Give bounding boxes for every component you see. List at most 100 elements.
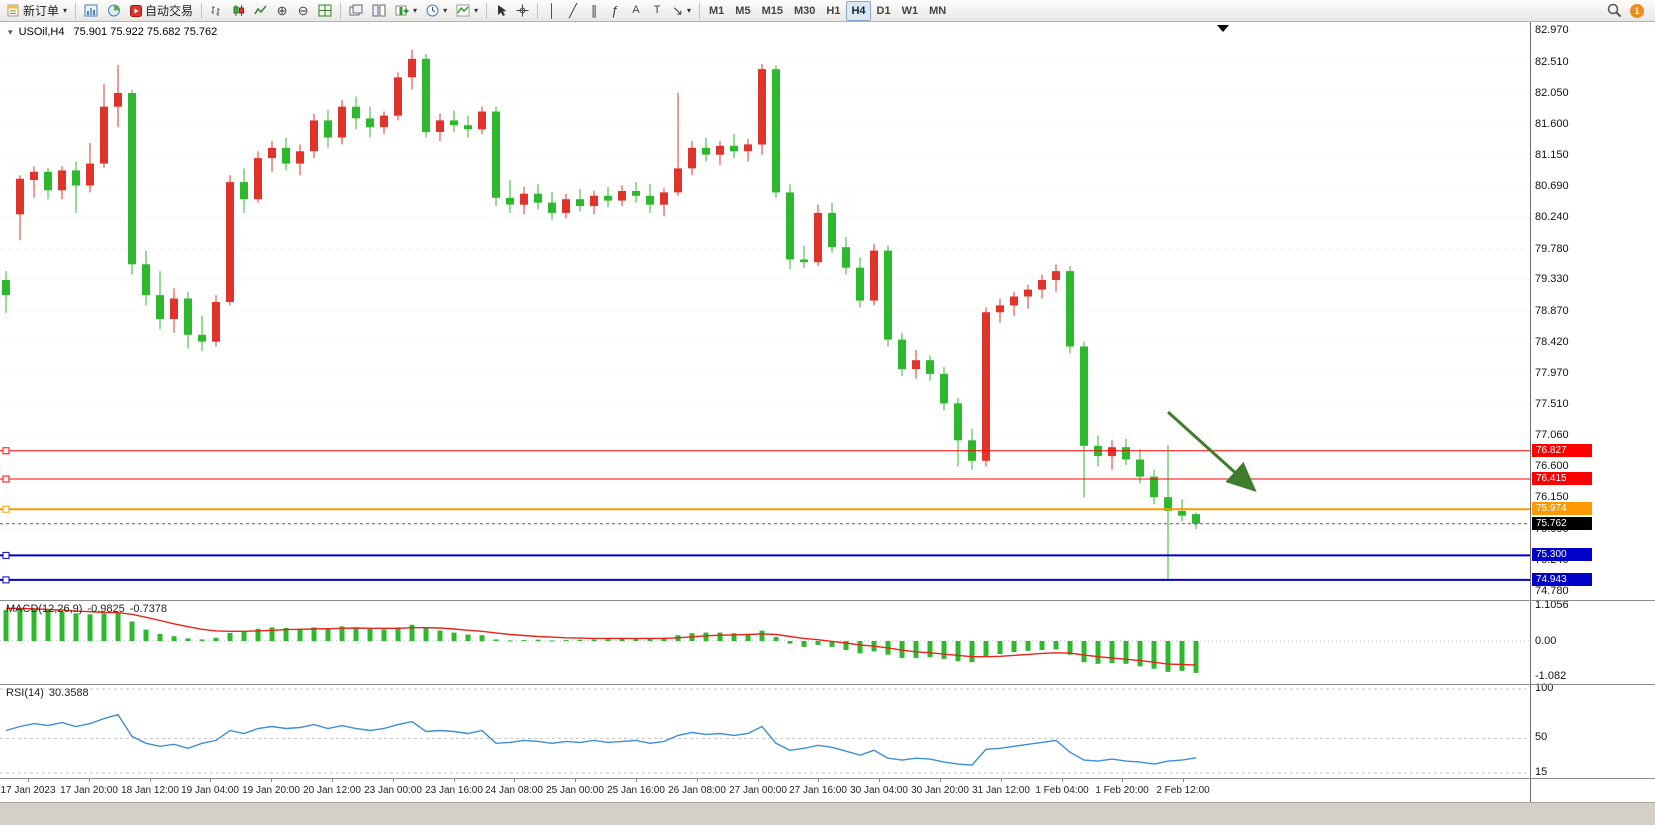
hline-price-badge: 76.415 [1532, 472, 1592, 486]
time-axis-label: 19 Jan 04:00 [181, 785, 239, 796]
panel-separator [0, 778, 1655, 779]
line-chart-icon [254, 4, 267, 17]
price-chart-panel[interactable]: ▾ USOil,H4 75.901 75.922 75.682 75.762 [0, 22, 1530, 600]
price-axis-label: 80.240 [1535, 211, 1569, 224]
auto-trading-icon [130, 4, 143, 17]
tile-windows-icon [318, 4, 332, 17]
bar-chart-icon [210, 4, 223, 17]
toolbar-separator [537, 2, 539, 19]
candlestick-chart-type-button[interactable] [228, 1, 249, 21]
timeframe-button-h1[interactable]: H1 [821, 1, 845, 21]
macd-chart-canvas[interactable] [0, 601, 1530, 684]
line-chart-type-button[interactable] [250, 1, 271, 21]
tile-windows-button[interactable] [314, 1, 336, 21]
timeframe-button-m5[interactable]: M5 [730, 1, 755, 21]
time-axis-label: 1 Feb 20:00 [1095, 785, 1149, 796]
text-label-tool-button[interactable]: T [647, 1, 667, 21]
arrange-windows-icon [372, 4, 386, 17]
rsi-chart-canvas[interactable] [0, 685, 1530, 778]
timeframe-button-m30[interactable]: M30 [789, 1, 820, 21]
timeframe-button-mn[interactable]: MN [924, 1, 951, 21]
toolbar-separator [486, 2, 488, 19]
time-axis-label: 17 Jan 2023 [0, 785, 56, 796]
fibonacci-icon: ƒ [611, 3, 619, 18]
fibonacci-tool-button[interactable]: ƒ [605, 1, 625, 21]
text-tool-button[interactable]: A [626, 1, 646, 21]
price-axis-label: 78.420 [1535, 335, 1569, 348]
zoom-out-button[interactable]: ⊖ [293, 1, 313, 21]
macd-axis-label: -1.082 [1535, 670, 1567, 683]
time-axis-tick [514, 779, 515, 782]
cascade-windows-button[interactable] [345, 1, 367, 21]
time-axis[interactable]: 17 Jan 2023 17 Jan 20:00 18 Jan 12:00 19 Ja… [0, 779, 1530, 802]
price-axis-label: 74.780 [1535, 585, 1569, 598]
dropdown-caret-icon: ▾ [413, 6, 418, 15]
channel-tool-button[interactable]: ∥ [584, 1, 604, 21]
notification-badge[interactable]: 1 [1630, 3, 1644, 18]
rsi-axis-label: 15 [1535, 765, 1548, 778]
cursor-tool-button[interactable] [491, 1, 511, 21]
time-axis-tick [1062, 779, 1063, 782]
one-click-trading-arrow-icon[interactable]: ▾ [8, 27, 13, 37]
time-axis-tick [1183, 779, 1184, 782]
macd-indicator-panel[interactable]: MACD(12,26,9) -0.9825 -0.7378 [0, 601, 1530, 684]
panel-separator[interactable] [0, 600, 1655, 601]
toolbar-separator [699, 2, 701, 19]
time-axis-tick [1122, 779, 1123, 782]
time-axis-tick [393, 779, 394, 782]
timeframe-button-group: M1 M5 M15 M30 H1 H4 D1 W1 MN [704, 0, 951, 21]
price-axis-label: 76.600 [1535, 460, 1569, 473]
navigator-button[interactable] [103, 1, 125, 21]
toolbar-separator [340, 2, 342, 19]
trendline-tool-button[interactable]: ╱ [563, 1, 583, 21]
crosshair-icon [516, 4, 529, 17]
new-order-icon [7, 4, 20, 17]
bar-chart-type-button[interactable] [206, 1, 227, 21]
ohlc-readout: 75.901 75.922 75.682 75.762 [73, 26, 218, 38]
text-tool-icon: A [632, 4, 640, 16]
time-axis-label: 30 Jan 20:00 [911, 785, 969, 796]
new-order-button[interactable]: 新订单 ▾ [3, 1, 71, 21]
timeframe-button-h4[interactable]: H4 [846, 0, 871, 21]
macd-axis-label: 0.00 [1535, 635, 1557, 648]
cursor-icon [496, 4, 507, 17]
auto-trading-button[interactable]: 自动交易 [126, 1, 197, 21]
indicators-button[interactable]: ▾ [452, 1, 482, 21]
price-axis-label: 82.050 [1535, 87, 1569, 100]
toolbar-right-group: 1 [1607, 3, 1652, 18]
new-chart-button[interactable]: ▾ [391, 1, 421, 21]
panel-separator[interactable] [0, 684, 1655, 685]
dropdown-caret-icon: ▾ [63, 6, 68, 15]
timeframe-button-m15[interactable]: M15 [757, 1, 788, 21]
market-watch-button[interactable] [80, 1, 102, 21]
timeframes-clock-button[interactable]: ▾ [422, 1, 451, 21]
rsi-axis-label: 100 [1535, 682, 1554, 694]
search-icon[interactable] [1607, 3, 1622, 18]
time-axis-label: 20 Jan 12:00 [303, 785, 361, 796]
timeframe-button-d1[interactable]: D1 [872, 1, 896, 21]
time-axis-label: 1 Feb 04:00 [1035, 785, 1089, 796]
time-axis-tick [271, 779, 272, 782]
arrange-windows-button[interactable] [368, 1, 390, 21]
price-axis-label: 76.150 [1535, 491, 1569, 504]
crosshair-tool-button[interactable] [512, 1, 533, 21]
candlestick-chart-icon [232, 4, 245, 17]
rsi-indicator-panel[interactable]: RSI(14) 30.3588 [0, 685, 1530, 778]
macd-axis-label: 1.1056 [1535, 599, 1569, 612]
time-axis-label: 25 Jan 16:00 [607, 785, 665, 796]
shapes-tool-button[interactable]: ↘ ▾ [668, 1, 695, 21]
zoom-in-icon: ⊕ [276, 3, 288, 18]
time-axis-tick [150, 779, 151, 782]
time-axis-tick [1001, 779, 1002, 782]
price-axis-label: 77.510 [1535, 398, 1569, 411]
time-axis-tick [636, 779, 637, 782]
time-axis-label: 26 Jan 08:00 [668, 785, 726, 796]
candlestick-chart-canvas[interactable] [0, 22, 1530, 600]
current-price-badge: 75.762 [1532, 516, 1592, 530]
timeframe-button-m1[interactable]: M1 [704, 1, 729, 21]
vertical-line-tool-button[interactable]: │ [542, 1, 562, 21]
price-axis[interactable]: 82.970 82.510 82.050 81.600 81.150 80.690 80.2… [1530, 22, 1655, 802]
timeframe-button-w1[interactable]: W1 [897, 1, 924, 21]
zoom-in-button[interactable]: ⊕ [272, 1, 292, 21]
time-axis-tick [210, 779, 211, 782]
